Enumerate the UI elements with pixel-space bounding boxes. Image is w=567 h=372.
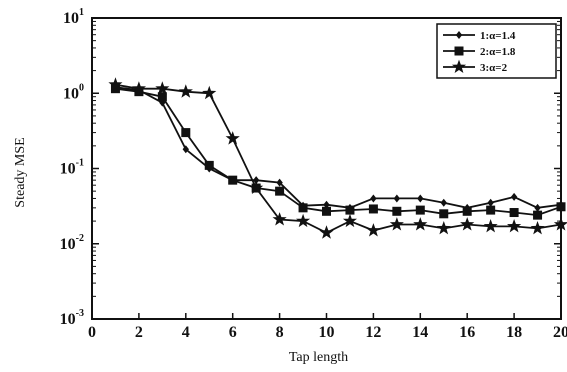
legend-item: 3:α=2 <box>443 59 508 74</box>
data-point <box>510 192 518 201</box>
data-point <box>533 210 543 220</box>
x-tick-label: 10 <box>319 324 335 341</box>
data-point <box>553 217 567 231</box>
data-point <box>322 206 331 216</box>
legend-label: 2:α=1.8 <box>480 46 516 58</box>
data-point <box>182 145 189 154</box>
x-tick-label: 6 <box>229 324 237 341</box>
y-tick-label: 10-3 <box>60 308 84 328</box>
data-point <box>389 217 404 231</box>
data-point <box>393 194 401 203</box>
x-tick-label: 8 <box>276 324 284 341</box>
x-tick-label: 16 <box>459 324 475 341</box>
y-tick-label: 100 <box>63 82 84 102</box>
data-point <box>249 180 264 194</box>
data-point <box>483 219 498 233</box>
x-tick-label: 4 <box>182 324 190 341</box>
legend-label: 1:α=1.4 <box>480 30 516 42</box>
y-tick-label: 10-1 <box>60 158 84 178</box>
data-point <box>319 225 334 239</box>
x-tick-label: 2 <box>135 324 143 341</box>
legend-marker <box>454 46 464 56</box>
data-point <box>202 85 217 100</box>
x-tick-label: 0 <box>88 324 96 341</box>
data-point <box>342 213 357 228</box>
data-point <box>323 200 330 209</box>
data-point <box>178 84 193 98</box>
data-point <box>440 198 447 207</box>
data-point <box>366 223 381 237</box>
data-point <box>157 92 167 102</box>
y-axis-title: Steady MSE <box>13 137 28 207</box>
data-point <box>436 221 451 235</box>
y-tick-label: 101 <box>63 7 84 27</box>
data-point <box>204 160 214 170</box>
x-tick-label: 14 <box>412 324 428 341</box>
data-point <box>275 186 285 196</box>
data-point <box>110 84 120 94</box>
data-point <box>417 194 424 203</box>
y-tick-label: 10-2 <box>60 233 84 253</box>
series-3 <box>108 77 567 239</box>
data-point <box>155 81 170 95</box>
legend-item: 1:α=1.4 <box>443 30 516 42</box>
data-point <box>530 221 545 235</box>
legend-item: 2:α=1.8 <box>443 46 516 58</box>
data-point <box>131 81 146 95</box>
data-point <box>415 205 425 215</box>
data-point <box>225 131 240 145</box>
data-point <box>252 176 260 185</box>
data-point <box>413 217 428 231</box>
legend-label: 3:α=2 <box>480 62 508 74</box>
data-point <box>507 219 522 233</box>
x-tick-label: 18 <box>506 324 522 341</box>
data-point <box>486 205 496 215</box>
data-point <box>460 217 475 231</box>
data-point <box>392 206 402 216</box>
data-point <box>556 202 566 212</box>
series-line <box>115 86 562 209</box>
data-point <box>345 205 355 215</box>
data-point <box>462 206 472 216</box>
x-tick-label: 12 <box>365 324 381 341</box>
x-axis-title: Tap length <box>289 350 348 365</box>
data-point <box>276 178 283 187</box>
series-1 <box>112 83 565 212</box>
legend-marker <box>451 59 467 73</box>
data-point <box>368 204 378 214</box>
x-tick-label: 20 <box>553 324 567 341</box>
data-point <box>296 213 311 228</box>
data-point <box>439 209 449 219</box>
data-point <box>181 128 191 138</box>
series-line <box>115 87 562 217</box>
data-point <box>509 208 519 218</box>
data-point <box>534 203 541 212</box>
legend-marker <box>455 31 463 39</box>
series-2 <box>110 84 566 220</box>
data-point <box>487 198 494 207</box>
data-point <box>298 203 308 213</box>
data-point <box>370 194 377 203</box>
data-point <box>228 175 238 185</box>
data-point <box>272 212 287 226</box>
data-point <box>108 77 123 91</box>
